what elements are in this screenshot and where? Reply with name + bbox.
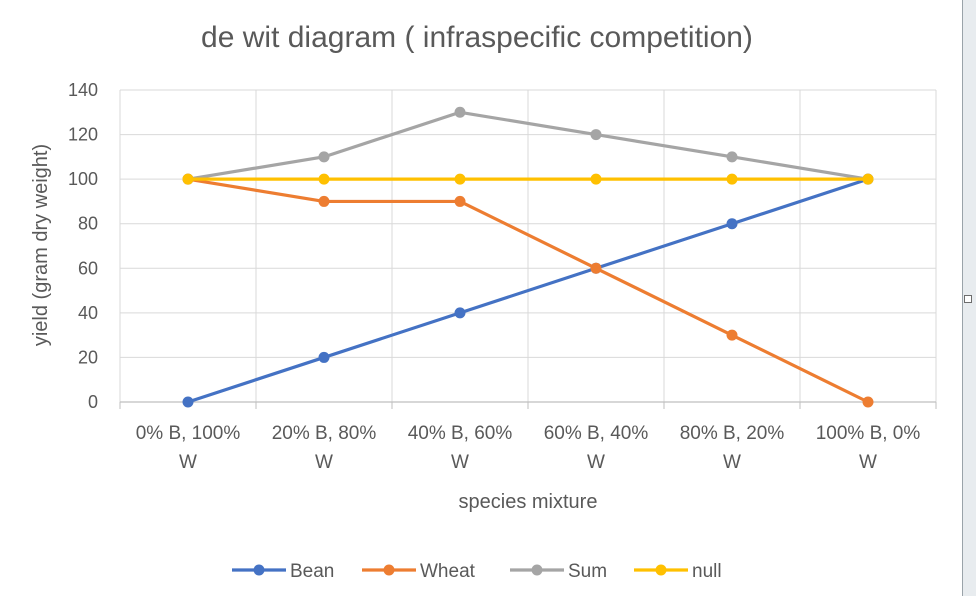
y-tick-label: 60 [78, 258, 98, 278]
y-tick-label: 140 [68, 80, 98, 100]
legend: Bean Wheat Sum null [232, 561, 722, 582]
series-lines [182, 106, 874, 408]
data-point-null [454, 173, 466, 185]
data-point-bean [454, 307, 466, 319]
data-point-sum [318, 151, 330, 163]
x-tick-label: 60% B, 40% [544, 423, 649, 444]
x-tick-label: W [451, 452, 469, 473]
legend-swatch-marker [383, 564, 395, 576]
x-tick-label: 100% B, 0% [816, 423, 921, 444]
data-point-null [862, 173, 874, 185]
x-tick-label: 0% B, 100% [136, 423, 241, 444]
y-tick-labels: 0 20 40 60 80 100 120 140 [68, 80, 98, 412]
data-point-wheat [318, 195, 330, 207]
chart-title: de wit diagram ( infraspecific competiti… [201, 21, 753, 54]
data-point-bean [726, 218, 738, 230]
legend-swatch-marker [253, 564, 265, 576]
series-line-wheat [186, 177, 870, 404]
data-point-sum [454, 106, 466, 118]
legend-swatch-marker [655, 564, 667, 576]
series-line-sum [186, 110, 870, 181]
x-tick-labels: 0% B, 100% W 20% B, 80% W 40% B, 60% W 60% B, … [136, 423, 921, 473]
x-tick-label: 20% B, 80% [272, 423, 377, 444]
legend-label: Wheat [420, 561, 476, 582]
legend-swatch-marker [531, 564, 543, 576]
legend-item-wheat: Wheat [362, 561, 476, 582]
data-point-bean [182, 396, 194, 408]
legend-item-null: null [634, 561, 722, 582]
data-point-sum [590, 129, 602, 141]
chart-resize-handle[interactable] [964, 295, 972, 303]
y-tick-label: 20 [78, 347, 98, 367]
y-tick-label: 120 [68, 125, 98, 145]
legend-label: Bean [290, 561, 334, 582]
y-tick-label: 40 [78, 303, 98, 323]
x-tick-label: 80% B, 20% [680, 423, 785, 444]
x-tick-label: W [859, 452, 877, 473]
legend-label: Sum [568, 561, 607, 582]
x-axis-label: species mixture [459, 491, 598, 513]
data-point-wheat [454, 195, 466, 207]
data-point-null [182, 173, 194, 185]
data-point-sum [726, 151, 738, 163]
data-point-null [726, 173, 738, 185]
x-tick-label: W [315, 452, 333, 473]
data-point-wheat [590, 262, 602, 274]
data-point-null [590, 173, 602, 185]
x-tick-label: W [179, 452, 197, 473]
gridlines [119, 89, 937, 402]
y-tick-label: 100 [68, 169, 98, 189]
series-line-bean [186, 177, 870, 404]
legend-label: null [692, 561, 722, 582]
data-point-wheat [726, 329, 738, 341]
y-axis-label: yield (gram dry weight) [30, 144, 52, 346]
data-point-null [318, 173, 330, 185]
y-tick-label: 80 [78, 214, 98, 234]
x-tick-label: 40% B, 60% [408, 423, 513, 444]
x-tick-label: W [723, 452, 741, 473]
legend-item-sum: Sum [510, 561, 607, 582]
x-tick-label: W [587, 452, 605, 473]
data-point-wheat [862, 396, 874, 408]
legend-item-bean: Bean [232, 561, 334, 582]
axes [119, 401, 937, 409]
y-tick-label: 0 [88, 392, 98, 412]
data-point-bean [318, 351, 330, 363]
